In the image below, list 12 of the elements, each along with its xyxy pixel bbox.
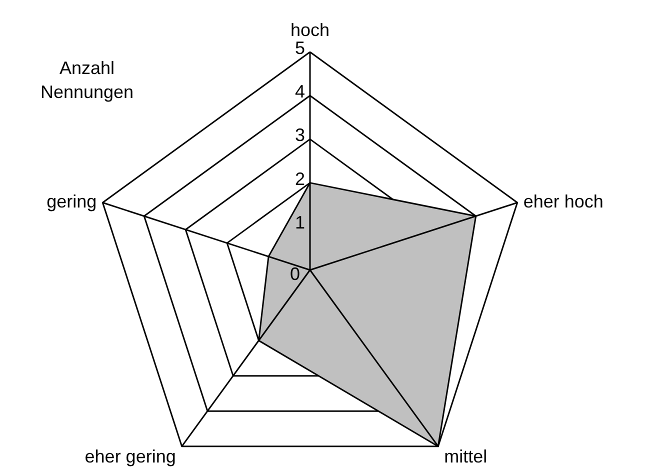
spoke-label: hoch [290, 20, 330, 40]
spoke-label: eher hoch [523, 192, 604, 212]
y-tick-label: 2 [294, 168, 305, 189]
spoke-label: eher gering [84, 446, 176, 466]
y-tick-label: 5 [294, 38, 305, 58]
spoke-label: mittel [444, 446, 488, 466]
y-tick-label: 1 [294, 212, 305, 232]
y-tick-label: 3 [294, 125, 305, 146]
text: Anzahl Nennungen [40, 58, 134, 102]
y-tick-label: 0 [290, 264, 300, 284]
y-tick-label: 4 [294, 82, 305, 102]
spoke-label: gering [46, 192, 97, 212]
